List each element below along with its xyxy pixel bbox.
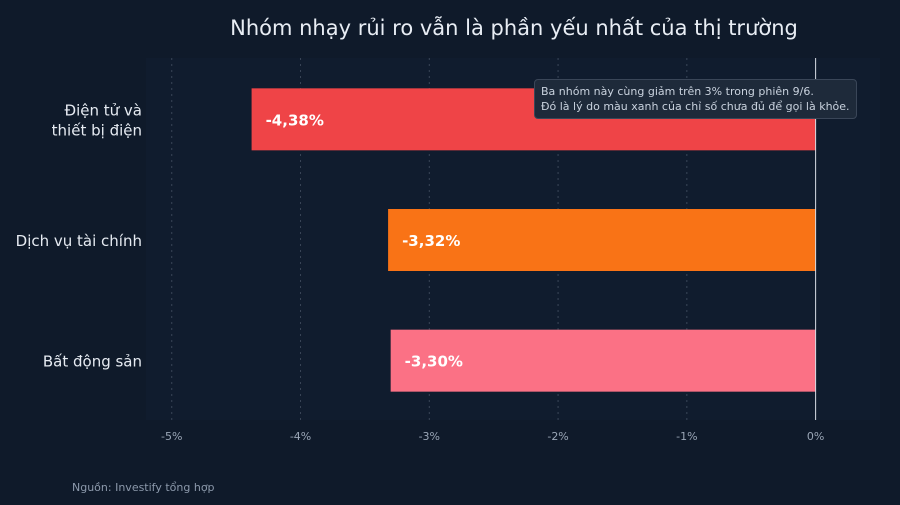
category-label: Bất động sản [43, 353, 142, 371]
x-tick-label: -1% [676, 430, 697, 443]
category-label: Điện tử và [64, 101, 142, 119]
annotation-box: Ba nhóm này cùng giảm trên 3% trong phiê… [534, 79, 857, 119]
x-tick-label: -3% [419, 430, 440, 443]
annotation-line-1: Ba nhóm này cùng giảm trên 3% trong phiê… [541, 85, 814, 98]
category-label: thiết bị điện [52, 121, 142, 139]
x-tick-label: -4% [290, 430, 311, 443]
annotation-line-2: Đó là lý do màu xanh của chỉ số chưa đủ … [541, 100, 850, 113]
source-note: Nguồn: Investify tổng hợp [72, 481, 215, 494]
bar-value-label: -3,32% [402, 232, 460, 250]
x-tick-label: 0% [807, 430, 824, 443]
x-tick-label: -2% [547, 430, 568, 443]
chart-title: Nhóm nhạy rủi ro vẫn là phần yếu nhất củ… [230, 16, 798, 40]
bar [388, 209, 816, 271]
bar-value-label: -4,38% [266, 111, 324, 129]
x-tick-label: -5% [161, 430, 182, 443]
bar-value-label: -3,30% [405, 353, 463, 371]
bar [390, 329, 816, 392]
category-label: Dịch vụ tài chính [16, 232, 142, 250]
